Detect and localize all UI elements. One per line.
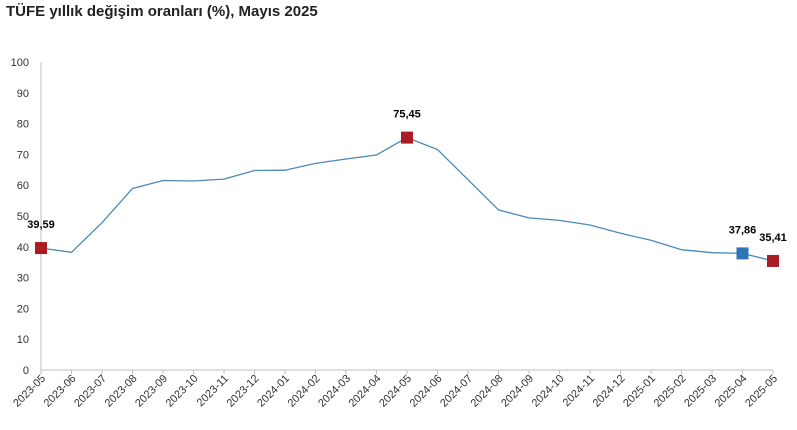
data-point-marker xyxy=(736,247,749,260)
chart-title: TÜFE yıllık değişim oranları (%), Mayıs … xyxy=(6,3,318,20)
x-tick-label: 2023-09 xyxy=(133,373,170,410)
y-tick-label: 50 xyxy=(17,211,29,223)
x-tick-label: 2024-02 xyxy=(286,373,323,410)
x-tick-label: 2023-10 xyxy=(164,373,201,410)
x-tick-label: 2024-07 xyxy=(438,373,475,410)
data-label: 35,41 xyxy=(759,232,787,244)
x-tick-label: 2023-08 xyxy=(103,373,140,410)
y-tick-label: 70 xyxy=(17,149,29,161)
x-tick-label: 2024-04 xyxy=(347,373,384,410)
y-tick-label: 20 xyxy=(17,303,29,315)
y-tick-label: 40 xyxy=(17,242,29,254)
y-tick-label: 100 xyxy=(11,57,29,69)
data-point-marker xyxy=(35,242,47,255)
x-tick-label: 2025-02 xyxy=(652,373,689,410)
x-tick-label: 2023-05 xyxy=(11,373,48,410)
data-label: 39,59 xyxy=(27,219,55,231)
data-label: 37,86 xyxy=(729,224,757,236)
y-tick-label: 0 xyxy=(23,365,29,377)
x-tick-label: 2024-01 xyxy=(255,373,292,410)
x-tick-label: 2024-05 xyxy=(377,373,414,410)
x-tick-label: 2023-07 xyxy=(72,373,109,410)
x-tick-label: 2025-01 xyxy=(621,373,658,410)
y-tick-label: 80 xyxy=(17,119,29,131)
x-tick-label: 2024-06 xyxy=(408,373,445,410)
x-tick-label: 2024-03 xyxy=(316,373,353,410)
x-tick-label: 2024-12 xyxy=(591,373,628,410)
x-tick-label: 2024-09 xyxy=(499,373,536,410)
x-tick-label: 2024-08 xyxy=(469,373,506,410)
data-point-marker xyxy=(401,131,413,144)
series-line xyxy=(40,136,774,262)
data-point-marker xyxy=(767,254,779,267)
x-tick-label: 2025-03 xyxy=(682,373,719,410)
data-label: 75,45 xyxy=(393,109,421,121)
y-tick-label: 90 xyxy=(17,88,29,100)
x-tick-label: 2025-05 xyxy=(743,373,780,410)
x-tick-label: 2024-10 xyxy=(530,373,567,410)
y-tick-label: 10 xyxy=(17,334,29,346)
x-tick-label: 2025-04 xyxy=(713,373,750,410)
x-tick-label: 2023-12 xyxy=(225,373,262,410)
y-tick-label: 60 xyxy=(17,180,29,192)
y-tick-label: 30 xyxy=(17,273,29,285)
x-tick-label: 2023-06 xyxy=(42,373,79,410)
